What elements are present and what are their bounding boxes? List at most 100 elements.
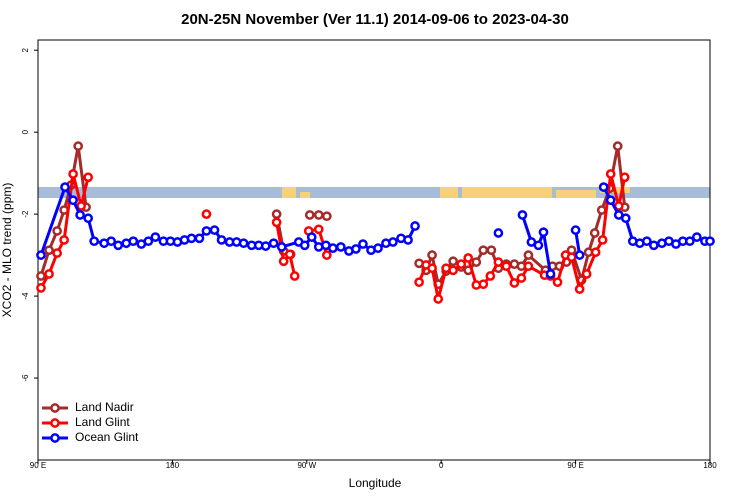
- point: [268, 238, 279, 249]
- point: [59, 235, 69, 245]
- point: [289, 271, 300, 281]
- point: [216, 235, 227, 245]
- x-tick-label: 90 E: [567, 461, 583, 470]
- point: [692, 232, 702, 242]
- point: [493, 228, 504, 238]
- point: [75, 210, 85, 220]
- point: [271, 209, 282, 219]
- point: [68, 195, 78, 206]
- point: [619, 172, 630, 183]
- point: [284, 249, 295, 260]
- y-tick-label: -6: [21, 374, 30, 382]
- point: [433, 294, 444, 304]
- plot-frame: [37, 39, 711, 461]
- point: [590, 247, 601, 258]
- point: [36, 250, 46, 260]
- point: [605, 169, 616, 179]
- point: [596, 205, 607, 215]
- x-tick-label: 180: [703, 461, 717, 470]
- point: [478, 279, 489, 290]
- point: [493, 257, 504, 267]
- series-line: [39, 145, 627, 289]
- point: [373, 243, 383, 254]
- point: [143, 236, 154, 247]
- legend-label: Ocean Glint: [75, 430, 139, 444]
- point: [52, 226, 62, 236]
- point: [128, 236, 139, 247]
- point: [106, 236, 117, 247]
- point: [89, 236, 99, 247]
- point: [486, 245, 497, 256]
- x-tick-label: 180: [166, 461, 180, 470]
- point: [471, 257, 482, 267]
- point: [321, 250, 332, 260]
- point: [566, 252, 577, 263]
- point: [684, 236, 695, 247]
- point: [597, 235, 608, 245]
- point: [68, 169, 78, 179]
- point: [620, 213, 631, 224]
- point: [501, 261, 512, 272]
- point: [44, 269, 54, 279]
- point: [278, 256, 289, 267]
- point: [448, 256, 458, 267]
- point: [306, 232, 317, 242]
- point: [538, 227, 549, 238]
- point: [705, 236, 715, 247]
- point: [516, 273, 527, 283]
- legend-label: Land Nadir: [75, 400, 134, 414]
- point: [313, 210, 324, 220]
- point: [649, 240, 659, 251]
- point: [304, 210, 315, 220]
- point: [113, 240, 124, 251]
- point: [403, 235, 413, 245]
- point: [83, 213, 94, 224]
- point: [271, 217, 282, 228]
- point: [463, 253, 474, 263]
- point: [523, 250, 534, 260]
- point: [448, 265, 458, 276]
- point: [581, 269, 592, 279]
- point: [313, 224, 324, 235]
- point: [427, 250, 437, 260]
- point: [414, 277, 424, 288]
- point: [335, 242, 346, 252]
- point: [209, 225, 220, 235]
- point: [44, 245, 54, 256]
- legend-label: Land Glint: [75, 415, 130, 429]
- legend-marker: [50, 433, 60, 443]
- point: [517, 210, 528, 220]
- x-axis-label: Longitude: [349, 476, 402, 490]
- point: [201, 226, 212, 236]
- point: [321, 211, 332, 222]
- chart-title: 20N-25N November (Ver 11.1) 2014-09-06 t…: [181, 11, 569, 28]
- point: [276, 242, 287, 252]
- legend-marker: [50, 403, 60, 413]
- y-tick-label: -2: [21, 210, 30, 218]
- point: [36, 283, 46, 293]
- point: [574, 284, 585, 294]
- point: [83, 172, 94, 183]
- point: [358, 239, 368, 249]
- point: [456, 259, 467, 269]
- x-tick-label: 90 E: [30, 461, 46, 470]
- point: [73, 141, 84, 151]
- point: [509, 278, 520, 288]
- point: [605, 195, 616, 206]
- point: [552, 277, 563, 288]
- point: [574, 250, 585, 260]
- point: [76, 201, 87, 211]
- y-axis-label: XCO2 - MLO trend (ppm): [0, 183, 14, 318]
- x-tick-label: 90 W: [297, 461, 316, 470]
- point: [570, 225, 581, 235]
- point: [523, 261, 534, 272]
- point: [238, 238, 249, 249]
- y-tick-label: -4: [21, 292, 30, 300]
- point: [533, 240, 544, 251]
- y-tick-label: 0: [21, 129, 30, 134]
- point: [427, 263, 437, 274]
- point: [186, 233, 197, 244]
- point: [150, 232, 161, 242]
- point: [260, 241, 271, 251]
